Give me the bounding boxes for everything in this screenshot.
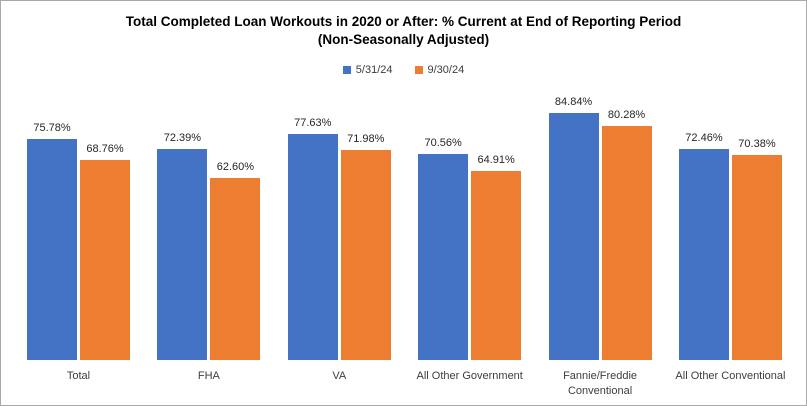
value-label: 71.98% xyxy=(347,133,385,146)
bar-column: 70.56% xyxy=(418,137,469,361)
bar-column: 68.76% xyxy=(80,143,130,361)
value-label: 70.56% xyxy=(424,137,462,150)
chart-title-line1: Total Completed Loan Workouts in 2020 or… xyxy=(125,14,682,29)
bar-5/31/24 xyxy=(678,148,729,361)
value-label: 77.63% xyxy=(294,116,332,129)
value-label: 68.76% xyxy=(86,142,124,155)
plot-area: 75.78% 68.76% Total 72.39% 62.60% FHA 77.63% 71… xyxy=(1,76,806,398)
chart-title-line2: (Non-Seasonally Adjusted) xyxy=(317,32,490,48)
bar-column: 77.63% xyxy=(287,116,338,361)
chart-legend: 5/31/24 9/30/24 xyxy=(1,64,806,76)
value-label: 62.60% xyxy=(216,160,255,173)
bar-column: 75.78% xyxy=(27,122,77,361)
value-label: 72.46% xyxy=(685,131,723,144)
chart-title: Total Completed Loan Workouts in 2020 or… xyxy=(1,13,806,49)
bar-9/30/24 xyxy=(601,126,652,361)
bar-column: 84.84% xyxy=(548,95,599,361)
value-label: 84.84% xyxy=(554,95,593,108)
bar-column: 72.46% xyxy=(678,131,729,361)
bar-5/31/24 xyxy=(287,133,338,361)
bar-9/30/24 xyxy=(471,170,522,361)
legend-swatch-icon xyxy=(342,66,351,75)
bar-group: 70.56% 64.91% All Other Government xyxy=(416,76,522,398)
category-label: VA xyxy=(332,370,347,383)
value-label: 72.39% xyxy=(163,132,202,145)
bar-9/30/24 xyxy=(731,154,782,361)
category-label: All Other Conventional xyxy=(675,370,786,383)
bar-5/31/24 xyxy=(157,149,208,361)
bar-column: 72.39% xyxy=(157,132,208,361)
bar-pair: 70.56% 64.91% xyxy=(418,76,522,361)
category-label: Total xyxy=(66,370,91,383)
value-label: 80.28% xyxy=(607,109,646,122)
bar-group: 72.39% 62.60% FHA xyxy=(157,76,261,398)
category-label: All Other Government xyxy=(416,370,523,383)
bar-5/31/24 xyxy=(548,112,599,361)
bar-9/30/24 xyxy=(210,177,261,361)
value-label: 64.91% xyxy=(477,153,515,166)
legend-label: 5/31/24 xyxy=(355,64,393,77)
bar-9/30/24 xyxy=(340,150,391,361)
bar-pair: 72.39% 62.60% xyxy=(157,76,261,361)
legend-label: 9/30/24 xyxy=(427,64,465,77)
bar-group: 77.63% 71.98% VA xyxy=(287,76,391,398)
legend-swatch-icon xyxy=(414,66,423,75)
bar-column: 70.38% xyxy=(731,137,782,361)
bar-column: 71.98% xyxy=(340,133,391,361)
bar-group: 72.46% 70.38% All Other Conventional xyxy=(675,76,785,398)
bar-5/31/24 xyxy=(418,154,469,361)
bar-pair: 75.78% 68.76% xyxy=(27,76,130,361)
legend-item: 5/31/24 xyxy=(342,64,393,77)
legend-item: 9/30/24 xyxy=(414,64,465,77)
bar-5/31/24 xyxy=(27,139,77,361)
bar-group: 84.84% 80.28% Fannie/Freddie Conventional xyxy=(548,76,652,398)
bar-pair: 72.46% 70.38% xyxy=(678,76,782,361)
bar-pair: 84.84% 80.28% xyxy=(548,76,652,361)
value-label: 75.78% xyxy=(33,122,71,135)
category-label: Fannie/Freddie Conventional xyxy=(563,370,638,397)
value-label: 70.38% xyxy=(738,137,776,150)
bar-9/30/24 xyxy=(80,159,130,361)
bar-pair: 77.63% 71.98% xyxy=(287,76,391,361)
bar-column: 80.28% xyxy=(601,109,652,361)
bar-group: 75.78% 68.76% Total xyxy=(27,76,130,398)
bar-column: 62.60% xyxy=(210,160,261,361)
bar-column: 64.91% xyxy=(471,153,522,361)
category-label: FHA xyxy=(197,370,220,383)
